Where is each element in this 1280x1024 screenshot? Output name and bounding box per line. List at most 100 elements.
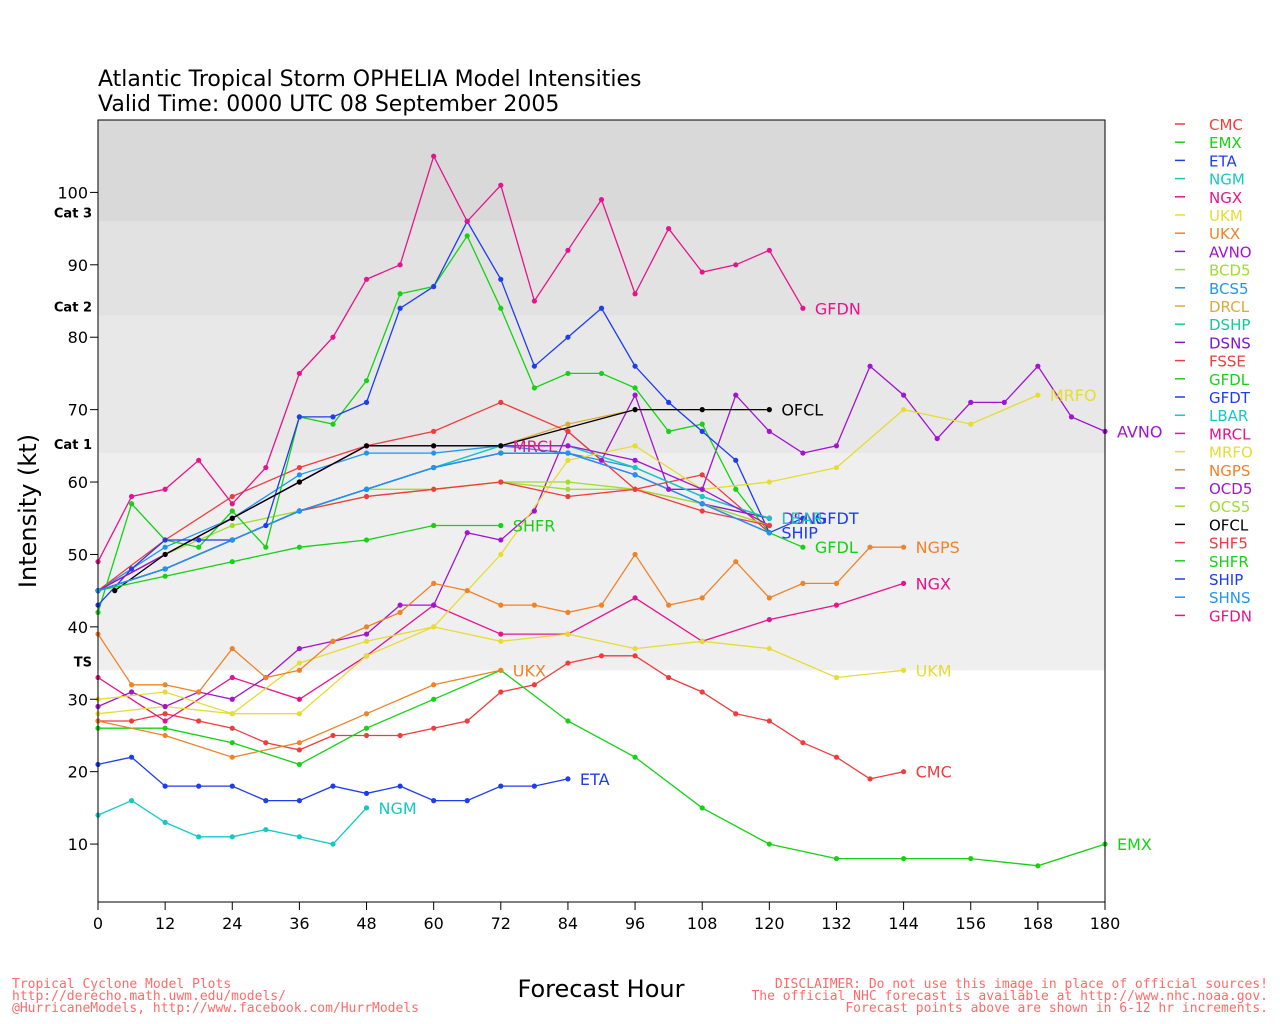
data-point-shns <box>565 450 571 456</box>
legend-label-ngps: NGPS <box>1209 462 1250 480</box>
data-point-shfr <box>498 522 504 529</box>
data-point-avno <box>229 696 235 702</box>
data-point-ocd5 <box>699 486 705 492</box>
legend-label-eta: ETA <box>1209 152 1237 170</box>
data-point-gfdn <box>263 464 269 471</box>
data-point-gfdl <box>598 370 605 377</box>
data-point-cmc <box>229 725 235 731</box>
footer-left-line: @HurricaneModels, http://www.facebook.co… <box>12 1001 419 1016</box>
legend-label-gfdl: GFDL <box>1209 371 1250 389</box>
end-label-ship: SHIP <box>781 524 818 543</box>
data-point-gfdt <box>196 537 202 543</box>
end-label-ukm: UKM <box>916 661 952 680</box>
series-points-ngm <box>95 798 370 847</box>
series-points-eta <box>95 754 571 804</box>
data-point-avno <box>363 631 370 637</box>
x-axis-label: Forecast Hour <box>518 975 685 1003</box>
data-point-cmc <box>699 689 705 695</box>
data-point-ukm <box>363 653 370 659</box>
data-point-eta <box>531 783 537 789</box>
data-point-shf5 <box>431 486 437 492</box>
end-label-gfdt: GFDT <box>815 509 859 528</box>
data-point-fsse <box>565 428 571 434</box>
legend-label-bcd5: BCD5 <box>1209 262 1251 280</box>
category-label-cat-1: Cat 1 <box>54 438 92 453</box>
series-points-shns <box>95 450 772 594</box>
series-line-ofcl <box>114 408 770 592</box>
data-point-avno <box>901 392 907 398</box>
data-point-avno <box>766 428 772 434</box>
data-point-ofcl <box>632 407 638 413</box>
data-point-gfdl <box>565 370 571 377</box>
data-point-gfdn <box>363 276 370 282</box>
series-points-ngps <box>95 544 907 695</box>
category-band <box>98 120 1105 222</box>
legend-label-ocs5: OCS5 <box>1209 498 1250 516</box>
data-point-shfr <box>296 544 302 550</box>
data-point-shns <box>498 450 504 456</box>
data-point-ukm <box>565 631 571 637</box>
data-point-gfdt <box>397 305 403 311</box>
data-point-gfdl <box>330 421 336 427</box>
data-point-gfdn <box>464 218 470 224</box>
footer-disclaimer-line: The official NHC forecast is available a… <box>751 989 1268 1004</box>
data-point-shfr <box>363 537 370 543</box>
legend-label-shf5: SHF5 <box>1209 535 1248 553</box>
data-point-lbar <box>699 493 705 500</box>
data-point-cmc <box>296 747 302 753</box>
x-tick-label: 60 <box>423 914 443 933</box>
series-points <box>95 153 1108 869</box>
y-tick-label: 20 <box>68 763 88 782</box>
data-point-ngm <box>162 819 168 825</box>
data-point-cmc <box>867 776 873 782</box>
data-point-eta <box>498 783 504 789</box>
data-point-gfdn <box>162 486 168 492</box>
data-point-cmc <box>128 718 135 724</box>
x-tick-label: 180 <box>1090 914 1121 933</box>
data-point-ngps <box>833 580 840 587</box>
data-point-emx <box>565 718 571 724</box>
data-point-ngps <box>699 595 705 601</box>
series-line-emx <box>98 669 1106 867</box>
chart-title: Atlantic Tropical Storm OPHELIA Model In… <box>98 67 641 92</box>
data-point-avno <box>934 435 940 442</box>
legend-label-dsns: DSNS <box>1209 334 1251 352</box>
data-point-emx <box>632 754 638 760</box>
data-point-gfdt <box>632 363 638 369</box>
data-point-ngps <box>666 602 672 608</box>
data-point-cmc <box>397 732 403 739</box>
footer-disclaimer-line: Forecast points above are shown in 6-12 … <box>845 1001 1268 1016</box>
legend-label-ngx: NGX <box>1209 189 1242 207</box>
data-point-ukx <box>363 711 370 717</box>
data-point-gfdl <box>263 544 269 550</box>
data-point-ukm <box>901 667 907 673</box>
data-point-gfdt <box>128 566 135 572</box>
category-label-cat-2: Cat 2 <box>54 301 92 316</box>
data-point-avno <box>666 486 672 492</box>
end-label-gfdl: GFDL <box>815 538 858 557</box>
data-point-avno <box>296 645 302 652</box>
x-tick-label: 168 <box>1023 914 1054 933</box>
footer-left-line: Tropical Cyclone Model Plots <box>12 977 231 992</box>
data-point-ngx <box>766 617 772 623</box>
data-point-ngm <box>263 826 269 833</box>
data-point-ngps <box>431 580 437 587</box>
data-point-ofcl <box>431 443 437 449</box>
legend-label-drcl: DRCL <box>1209 298 1250 316</box>
data-point-shns <box>632 472 638 478</box>
data-point-avno <box>431 602 437 608</box>
legend-label-ofcl: OFCL <box>1209 516 1249 534</box>
data-point-shf5 <box>766 522 772 529</box>
data-point-gfdl <box>196 544 202 550</box>
x-tick-label: 48 <box>356 914 376 933</box>
data-point-ngm <box>296 834 302 840</box>
data-point-drcl <box>565 421 571 427</box>
data-point-shfr <box>229 559 235 565</box>
data-point-shns <box>766 530 772 536</box>
x-tick-label: 132 <box>821 914 852 933</box>
data-point-cmc <box>666 674 672 681</box>
category-band <box>98 221 1105 316</box>
y-tick-label: 40 <box>68 618 88 637</box>
data-point-ngps <box>397 609 403 615</box>
data-point-ukm <box>833 674 840 681</box>
